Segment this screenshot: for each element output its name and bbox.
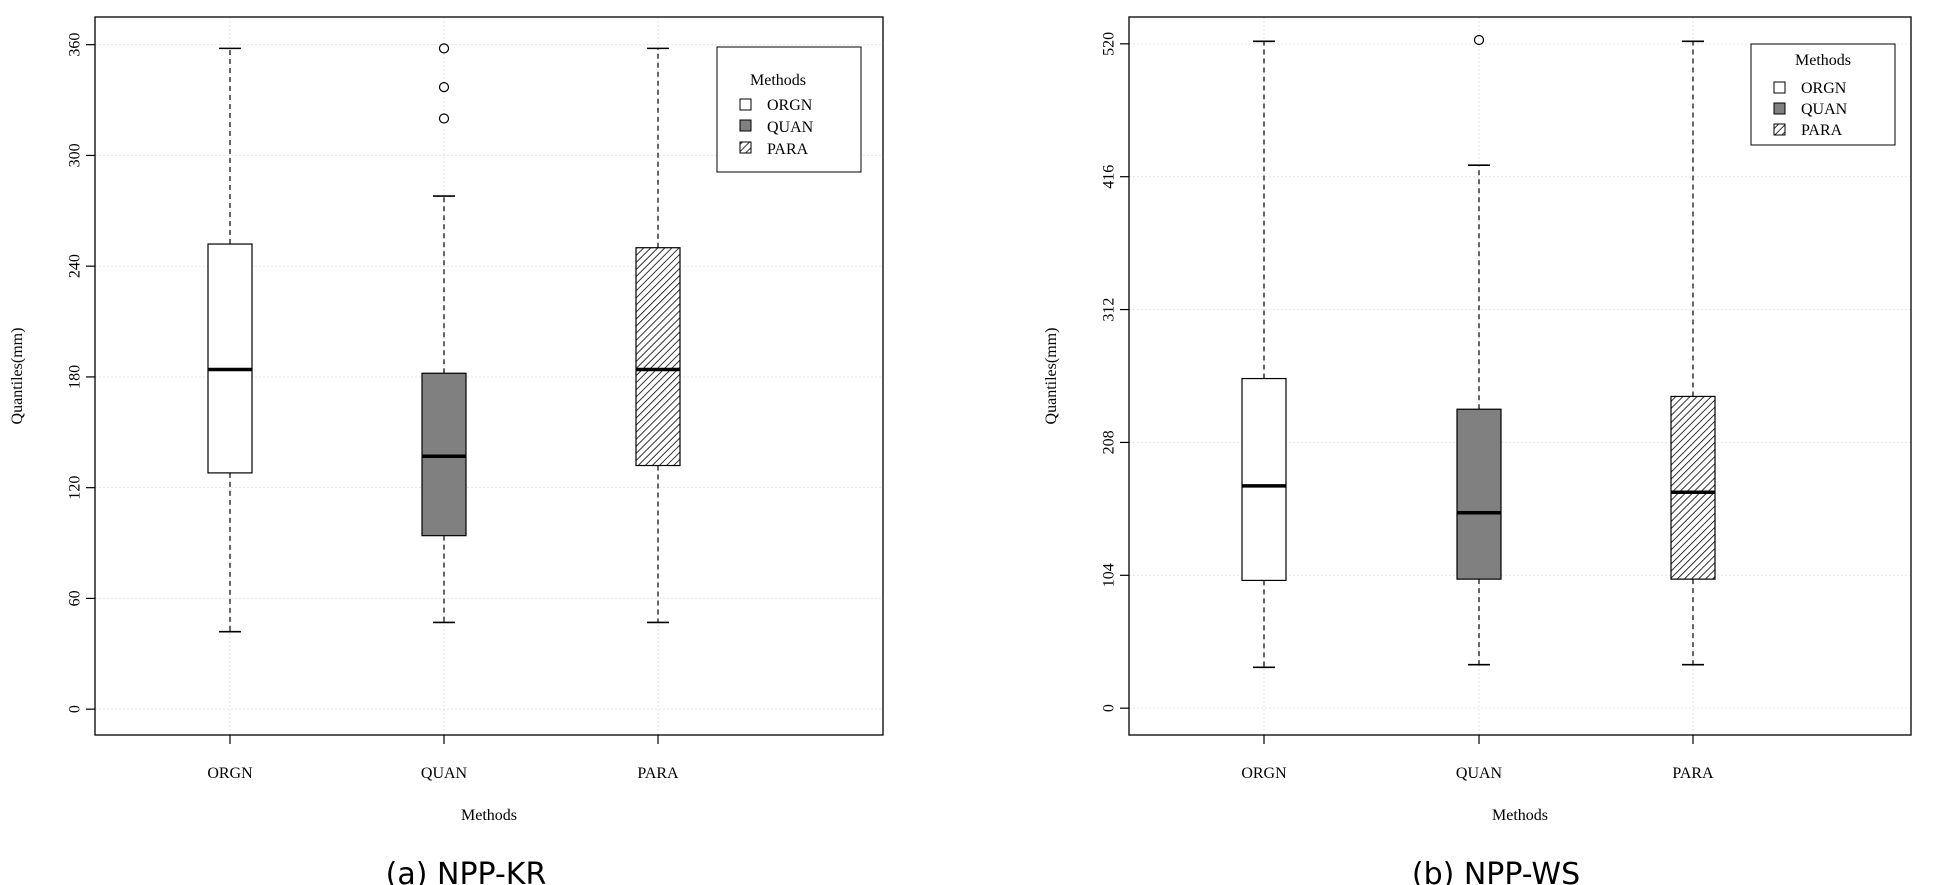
legend: Methods ORGN QUAN PARA [716,46,862,173]
box-para [635,47,681,624]
y-tick-label: 120 [67,476,84,500]
legend-label-orgn: ORGN [1801,80,1847,97]
legend-label-quan: QUAN [1801,101,1848,118]
y-tick-label: 312 [1101,298,1118,322]
y-axis-label: Quantiles(mm) [9,328,26,425]
box-iqr [1670,395,1716,580]
y-axis-label: Quantiles(mm) [1043,328,1060,425]
x-axis-label: Methods [1492,807,1548,824]
y-tick-label: 416 [1101,165,1118,189]
x-axis: ORGN QUAN PARA [1241,735,1714,782]
box-quan [421,43,467,624]
x-tick-label-para: PARA [1672,765,1714,782]
legend-swatch-orgn [1773,81,1786,94]
box-iqr [421,372,467,537]
y-tick-label: 240 [67,254,84,278]
x-tick-label-quan: QUAN [421,765,468,782]
plot-frame [1128,16,1912,736]
y-tick-label: 300 [67,143,84,167]
box-orgn [1241,40,1287,669]
x-tick-label-orgn: ORGN [1241,765,1287,782]
x-tick-label-orgn: ORGN [207,765,253,782]
box-quan [1456,34,1502,666]
legend-swatch-orgn [739,98,752,111]
panel-caption: (b) NPP-WS [1412,857,1580,885]
legend: Methods ORGN QUAN PARA [1750,43,1896,146]
y-tick-label: 360 [67,33,84,57]
plot-frame [94,16,884,736]
y-tick-label: 0 [67,705,84,713]
outlier-point [1473,34,1485,46]
y-axis: 0 104 208 312 416 520 [1101,32,1129,712]
legend-swatch-para [739,141,752,154]
legend-title: Methods [750,72,806,89]
legend-label-quan: QUAN [767,119,814,136]
legend-title: Methods [1795,52,1851,69]
y-tick-label: 60 [67,590,84,606]
box-iqr [1241,377,1287,582]
boxplot-series [1241,34,1716,669]
x-axis-label: Methods [461,807,517,824]
y-tick-label: 180 [67,365,84,389]
box-iqr [207,243,253,474]
y-tick-label: 104 [1101,563,1118,587]
outlier-point [438,113,450,124]
legend-swatch-quan [739,119,752,132]
y-tick-label: 520 [1101,32,1118,56]
x-tick-label-para: PARA [637,765,679,782]
panel-caption: (a) NPP-KR [386,857,547,885]
box-orgn [207,47,253,633]
legend-label-para: PARA [1801,122,1843,139]
panel-npp-kr: 0 60 120 180 240 300 360 ORGN QUAN PARA Quantile… [9,16,884,885]
outlier-point [438,43,450,54]
outlier-point [438,82,450,93]
y-tick-label: 0 [1101,704,1118,712]
x-tick-label-quan: QUAN [1456,765,1503,782]
panel-npp-ws: 0 104 208 312 416 520 ORGN QUAN PARA Quantiles(… [1043,16,1912,885]
legend-swatch-quan [1773,102,1786,115]
x-axis: ORGN QUAN PARA [207,735,679,782]
box-iqr [1456,408,1502,580]
legend-swatch-para [1773,123,1786,136]
y-axis: 0 60 120 180 240 300 360 [67,33,95,713]
box-iqr [635,247,681,467]
legend-label-orgn: ORGN [767,97,813,114]
legend-label-para: PARA [767,141,809,158]
y-tick-label: 208 [1101,430,1118,454]
boxplot-series [207,43,681,633]
box-para [1670,40,1716,666]
